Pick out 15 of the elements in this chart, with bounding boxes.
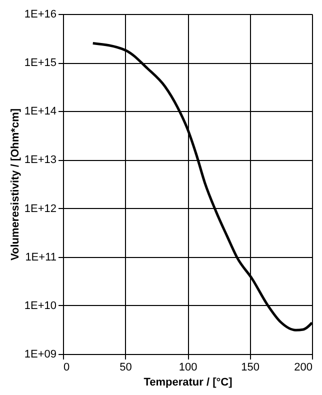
- y-tick-label: 1E+10: [24, 300, 56, 312]
- y-tick-label: 1E+13: [24, 154, 56, 166]
- x-tick-label: 50: [120, 362, 132, 374]
- x-tick-label: 0: [64, 362, 70, 374]
- y-tick-label: 1E+15: [24, 57, 56, 70]
- y-tick-label: 1E+09: [24, 348, 56, 360]
- x-tick-label: 150: [241, 362, 260, 374]
- x-axis-title: Temperatur / [°C]: [144, 376, 233, 388]
- y-tick-label: 1E+11: [25, 251, 56, 264]
- x-tick-label: 100: [178, 362, 198, 374]
- y-tick-label: 1E+12: [24, 202, 56, 215]
- y-axis-title: Volumeresistivity / [Ohm*cm]: [9, 108, 22, 261]
- y-tick-label: 1E+16: [24, 8, 56, 20]
- y-tick-label: 1E+14: [24, 106, 56, 118]
- x-tick-label: 200: [294, 362, 312, 374]
